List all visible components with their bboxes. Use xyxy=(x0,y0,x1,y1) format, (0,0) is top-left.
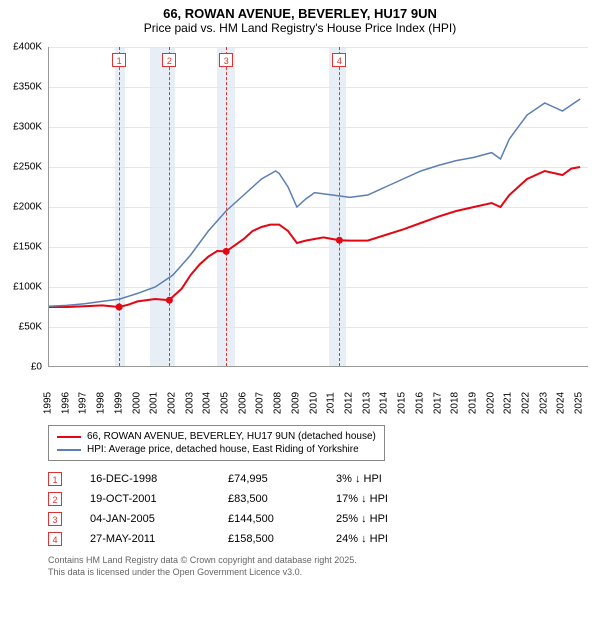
event-marker-box: 2 xyxy=(48,492,62,506)
y-tick-label: £150K xyxy=(0,242,42,253)
legend-swatch xyxy=(57,449,81,451)
event-price: £74,995 xyxy=(228,473,308,485)
legend-label: 66, ROWAN AVENUE, BEVERLEY, HU17 9UN (de… xyxy=(87,431,376,442)
x-tick-label: 2025 xyxy=(574,392,585,414)
x-tick-label: 2005 xyxy=(220,392,231,414)
plot-area: 1234 xyxy=(48,47,588,367)
event-delta: 25% ↓ HPI xyxy=(336,513,436,525)
legend-item: 66, ROWAN AVENUE, BEVERLEY, HU17 9UN (de… xyxy=(57,430,376,443)
sale-dot xyxy=(116,304,123,311)
x-tick-label: 2002 xyxy=(166,392,177,414)
event-date: 27-MAY-2011 xyxy=(90,533,200,545)
x-tick-label: 2016 xyxy=(414,392,425,414)
x-tick-label: 2000 xyxy=(131,392,142,414)
page-subtitle: Price paid vs. HM Land Registry's House … xyxy=(0,21,600,39)
page-title: 66, ROWAN AVENUE, BEVERLEY, HU17 9UN xyxy=(0,0,600,21)
legend-item: HPI: Average price, detached house, East… xyxy=(57,443,376,456)
y-tick-label: £400K xyxy=(0,42,42,53)
event-date: 19-OCT-2001 xyxy=(90,493,200,505)
event-date: 16-DEC-1998 xyxy=(90,473,200,485)
event-marker-box: 4 xyxy=(48,532,62,546)
x-tick-label: 1998 xyxy=(96,392,107,414)
sale-dot xyxy=(223,248,230,255)
y-tick-label: £100K xyxy=(0,282,42,293)
y-tick-label: £250K xyxy=(0,162,42,173)
series-price_paid xyxy=(49,167,580,307)
sale-dot xyxy=(166,297,173,304)
x-tick-label: 2004 xyxy=(202,392,213,414)
series-hpi xyxy=(49,99,580,306)
x-tick-label: 2010 xyxy=(308,392,319,414)
event-row: 4 27-MAY-2011 £158,500 24% ↓ HPI xyxy=(48,529,600,549)
events-table: 1 16-DEC-1998 £74,995 3% ↓ HPI 2 19-OCT-2001 £… xyxy=(48,469,600,549)
x-tick-label: 2024 xyxy=(556,392,567,414)
x-tick-label: 2019 xyxy=(467,392,478,414)
x-tick-label: 2007 xyxy=(255,392,266,414)
legend: 66, ROWAN AVENUE, BEVERLEY, HU17 9UN (de… xyxy=(48,425,385,461)
x-tick-label: 1999 xyxy=(113,392,124,414)
x-tick-label: 2001 xyxy=(149,392,160,414)
event-date: 04-JAN-2005 xyxy=(90,513,200,525)
event-price: £158,500 xyxy=(228,533,308,545)
x-tick-label: 2013 xyxy=(361,392,372,414)
y-tick-label: £200K xyxy=(0,202,42,213)
sale-dot xyxy=(336,237,343,244)
event-marker-box: 3 xyxy=(48,512,62,526)
event-delta: 17% ↓ HPI xyxy=(336,493,436,505)
event-price: £83,500 xyxy=(228,493,308,505)
footer-attribution: Contains HM Land Registry data © Crown c… xyxy=(48,555,600,578)
x-tick-label: 2012 xyxy=(343,392,354,414)
x-tick-label: 2011 xyxy=(326,392,337,414)
footer-line-2: This data is licensed under the Open Gov… xyxy=(48,567,600,579)
x-tick-label: 2014 xyxy=(379,392,390,414)
event-row: 2 19-OCT-2001 £83,500 17% ↓ HPI xyxy=(48,489,600,509)
x-tick-label: 2020 xyxy=(485,392,496,414)
y-tick-label: £50K xyxy=(0,322,42,333)
footer-line-1: Contains HM Land Registry data © Crown c… xyxy=(48,555,600,567)
event-price: £144,500 xyxy=(228,513,308,525)
x-tick-label: 1996 xyxy=(60,392,71,414)
x-tick-label: 2022 xyxy=(521,392,532,414)
x-tick-label: 2023 xyxy=(538,392,549,414)
x-tick-label: 2008 xyxy=(273,392,284,414)
y-tick-label: £0 xyxy=(0,362,42,373)
event-delta: 24% ↓ HPI xyxy=(336,533,436,545)
x-tick-label: 2021 xyxy=(503,392,514,414)
x-tick-label: 2015 xyxy=(397,392,408,414)
chart-lines xyxy=(49,47,589,367)
x-tick-label: 1997 xyxy=(78,392,89,414)
x-tick-label: 1995 xyxy=(43,392,54,414)
event-marker-box: 1 xyxy=(48,472,62,486)
event-row: 3 04-JAN-2005 £144,500 25% ↓ HPI xyxy=(48,509,600,529)
x-tick-label: 2003 xyxy=(184,392,195,414)
chart-area: 1234 £0 £50K £100K £150K £200K £250K £300K £350… xyxy=(0,39,600,419)
legend-label: HPI: Average price, detached house, East… xyxy=(87,444,359,455)
x-tick-label: 2018 xyxy=(450,392,461,414)
legend-swatch xyxy=(57,436,81,438)
x-tick-label: 2006 xyxy=(237,392,248,414)
event-delta: 3% ↓ HPI xyxy=(336,473,436,485)
x-tick-label: 2009 xyxy=(290,392,301,414)
event-row: 1 16-DEC-1998 £74,995 3% ↓ HPI xyxy=(48,469,600,489)
y-tick-label: £350K xyxy=(0,82,42,93)
x-tick-label: 2017 xyxy=(432,392,443,414)
y-tick-label: £300K xyxy=(0,122,42,133)
